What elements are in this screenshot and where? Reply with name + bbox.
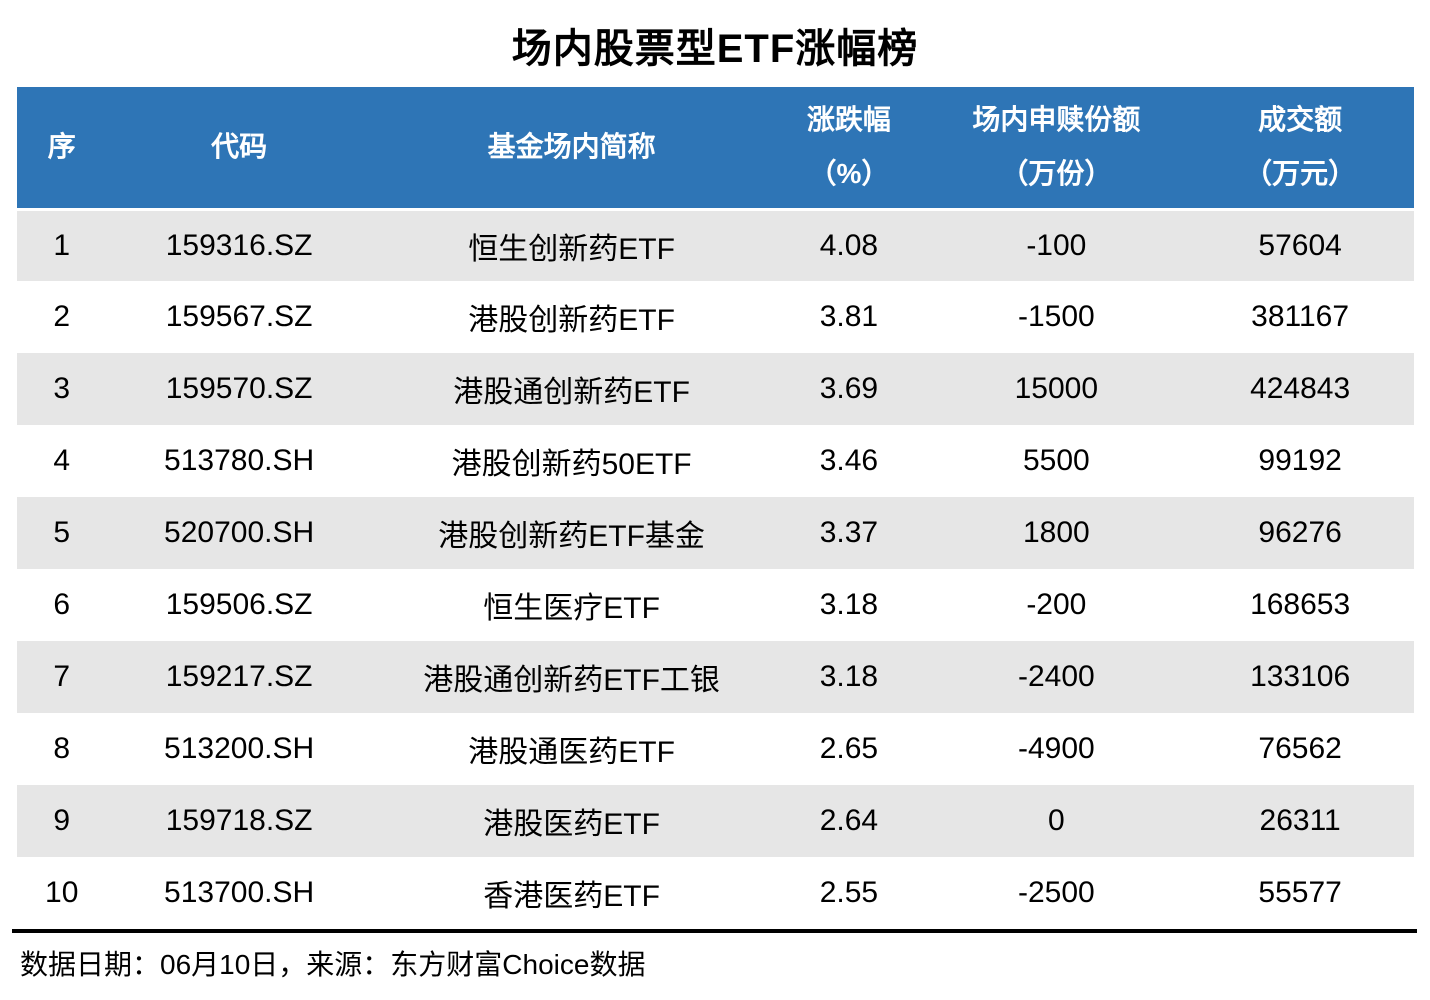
shares-cell: 0 — [926, 785, 1187, 857]
header-turnover-label-line1: 成交额 — [1258, 103, 1343, 135]
turnover-cell: 57604 — [1186, 209, 1414, 281]
shares-cell: 1800 — [926, 497, 1187, 569]
footer-note: 数据日期：06月10日，来源：东方财富Choice数据 — [20, 949, 646, 980]
change-cell: 4.08 — [771, 209, 927, 281]
header-change: 涨跌幅 （%） — [771, 87, 927, 211]
etf-table: 序 代码 基金场内简称 涨跌幅 （%） 场内申赎份额 （万份） 成交额 （万元）… — [17, 87, 1414, 929]
table-row: 2 159567.SZ 港股创新药ETF 3.81 -1500 381167 — [17, 281, 1414, 353]
table-row: 5 520700.SH 港股创新药ETF基金 3.37 1800 96276 — [17, 497, 1414, 569]
change-cell: 3.46 — [771, 425, 927, 497]
shares-cell: -1500 — [926, 281, 1187, 353]
name-cell: 港股创新药50ETF — [371, 425, 772, 497]
code-cell: 520700.SH — [106, 497, 372, 569]
code-cell: 159217.SZ — [106, 641, 372, 713]
name-cell: 港股医药ETF — [371, 785, 772, 857]
turnover-cell: 424843 — [1186, 353, 1414, 425]
rank-cell: 2 — [17, 281, 107, 353]
header-code: 代码 — [106, 87, 372, 211]
table-row: 4 513780.SH 港股创新药50ETF 3.46 5500 99192 — [17, 425, 1414, 497]
code-cell: 513200.SH — [106, 713, 372, 785]
table-row: 9 159718.SZ 港股医药ETF 2.64 0 26311 — [17, 785, 1414, 857]
header-turnover-label-line2: （万元） — [1244, 158, 1357, 190]
turnover-cell: 168653 — [1186, 569, 1414, 641]
name-cell: 港股通创新药ETF — [371, 353, 772, 425]
code-cell: 513700.SH — [106, 857, 372, 929]
code-cell: 513780.SH — [106, 425, 372, 497]
shares-cell: -100 — [926, 209, 1187, 281]
change-cell: 3.81 — [771, 281, 927, 353]
table-row: 6 159506.SZ 恒生医疗ETF 3.18 -200 168653 — [17, 569, 1414, 641]
name-cell: 港股创新药ETF — [371, 281, 772, 353]
rank-cell: 3 — [17, 353, 107, 425]
code-cell: 159316.SZ — [106, 209, 372, 281]
table-row: 7 159217.SZ 港股通创新药ETF工银 3.18 -2400 13310… — [17, 641, 1414, 713]
code-cell: 159570.SZ — [106, 353, 372, 425]
table-header-row: 序 代码 基金场内简称 涨跌幅 （%） 场内申赎份额 （万份） 成交额 （万元） — [17, 87, 1414, 211]
name-cell: 港股通医药ETF — [371, 713, 772, 785]
change-cell: 3.69 — [771, 353, 927, 425]
rank-cell: 1 — [17, 209, 107, 281]
turnover-cell: 26311 — [1186, 785, 1414, 857]
rank-cell: 5 — [17, 497, 107, 569]
table-row: 3 159570.SZ 港股通创新药ETF 3.69 15000 424843 — [17, 353, 1414, 425]
name-cell: 港股通创新药ETF工银 — [371, 641, 772, 713]
rank-cell: 6 — [17, 569, 107, 641]
header-code-label: 代码 — [211, 130, 268, 162]
turnover-cell: 99192 — [1186, 425, 1414, 497]
code-cell: 159567.SZ — [106, 281, 372, 353]
table-row: 10 513700.SH 香港医药ETF 2.55 -2500 55577 — [17, 857, 1414, 929]
rank-cell: 10 — [17, 857, 107, 929]
shares-cell: 15000 — [926, 353, 1187, 425]
header-rank-label: 序 — [47, 130, 76, 162]
rank-cell: 4 — [17, 425, 107, 497]
name-cell: 港股创新药ETF基金 — [371, 497, 772, 569]
page-title: 场内股票型ETF涨幅榜 — [511, 27, 919, 71]
shares-cell: -2500 — [926, 857, 1187, 929]
change-cell: 3.18 — [771, 569, 927, 641]
name-cell: 香港医药ETF — [371, 857, 772, 929]
header-name-label: 基金场内简称 — [487, 130, 656, 162]
rank-cell: 9 — [17, 785, 107, 857]
shares-cell: 5500 — [926, 425, 1187, 497]
header-shares-label-line2: （万份） — [1000, 158, 1113, 190]
name-cell: 恒生创新药ETF — [371, 209, 772, 281]
change-cell: 2.55 — [771, 857, 927, 929]
change-cell: 3.37 — [771, 497, 927, 569]
footer-divider — [12, 929, 1417, 933]
header-rank: 序 — [17, 87, 107, 211]
header-shares-label-line1: 场内申赎份额 — [972, 103, 1141, 135]
name-cell: 恒生医疗ETF — [371, 569, 772, 641]
turnover-cell: 96276 — [1186, 497, 1414, 569]
header-shares: 场内申赎份额 （万份） — [926, 87, 1187, 211]
rank-cell: 7 — [17, 641, 107, 713]
header-name: 基金场内简称 — [371, 87, 772, 211]
code-cell: 159506.SZ — [106, 569, 372, 641]
rank-cell: 8 — [17, 713, 107, 785]
turnover-cell: 55577 — [1186, 857, 1414, 929]
turnover-cell: 76562 — [1186, 713, 1414, 785]
shares-cell: -200 — [926, 569, 1187, 641]
header-turnover: 成交额 （万元） — [1186, 87, 1414, 211]
change-cell: 3.18 — [771, 641, 927, 713]
code-cell: 159718.SZ — [106, 785, 372, 857]
table-row: 8 513200.SH 港股通医药ETF 2.65 -4900 76562 — [17, 713, 1414, 785]
turnover-cell: 133106 — [1186, 641, 1414, 713]
change-cell: 2.64 — [771, 785, 927, 857]
header-change-label-line1: 涨跌幅 — [806, 103, 891, 135]
turnover-cell: 381167 — [1186, 281, 1414, 353]
change-cell: 2.65 — [771, 713, 927, 785]
shares-cell: -4900 — [926, 713, 1187, 785]
header-change-label-line2: （%） — [808, 158, 890, 190]
table-row: 1 159316.SZ 恒生创新药ETF 4.08 -100 57604 — [17, 209, 1414, 281]
shares-cell: -2400 — [926, 641, 1187, 713]
